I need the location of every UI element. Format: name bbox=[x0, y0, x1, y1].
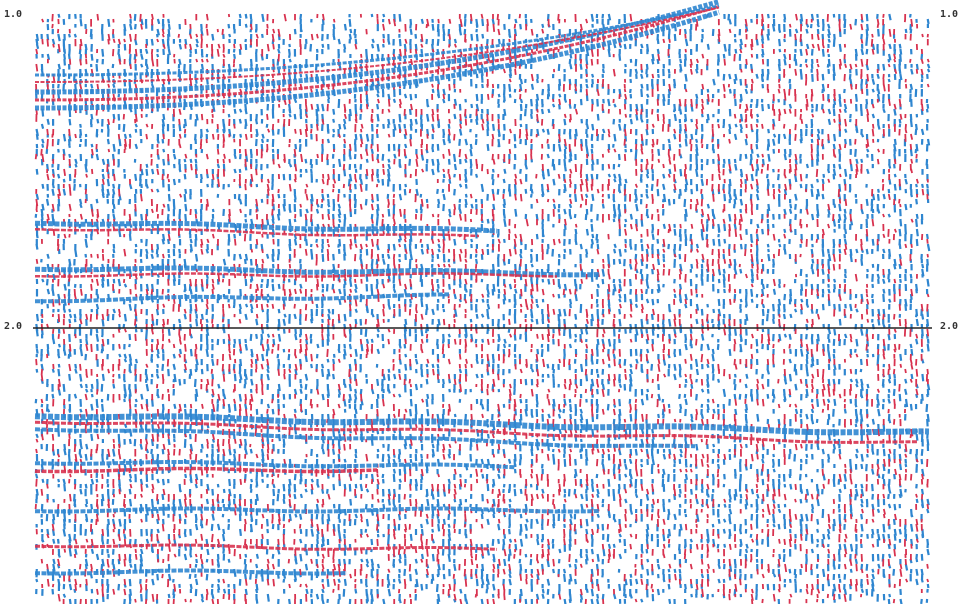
seismic-section: 1.0 2.0 1.0 2.0 bbox=[0, 0, 965, 604]
time-label: 1.0 bbox=[4, 9, 22, 20]
time-label: 2.0 bbox=[4, 321, 22, 332]
time-label: 1.0 bbox=[940, 9, 958, 20]
time-label: 2.0 bbox=[940, 321, 958, 332]
page: 1.0 2.0 1.0 2.0 (() => { const data = JS… bbox=[0, 0, 965, 604]
